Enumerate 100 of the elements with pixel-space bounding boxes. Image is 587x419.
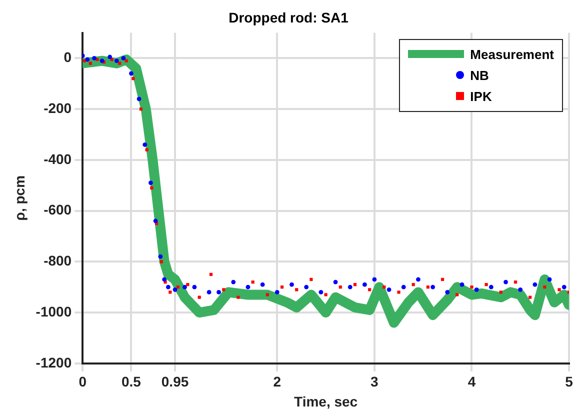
point [121,56,126,60]
point [488,284,494,290]
point [528,296,532,299]
x-tick-label: 4 [468,374,476,390]
point [562,284,566,290]
point [251,280,254,284]
y-tick-label: -800 [44,252,72,269]
point [222,288,226,292]
point [176,286,180,289]
point [460,282,464,287]
point [353,283,357,286]
y-tick-label: -1200 [36,354,72,370]
point [150,186,154,190]
point [85,57,90,62]
point [304,284,309,290]
point [382,286,386,289]
point [82,59,86,62]
y-tick-label: -600 [44,202,72,218]
point [543,286,546,289]
point [186,283,190,286]
point [504,280,508,284]
point [445,290,450,294]
point [547,277,552,282]
x-tick-label: 2 [273,374,282,390]
y-tick-label: 0 [64,49,72,66]
point [172,287,178,292]
y-tick-label: -200 [44,100,72,116]
x-tick-label: 0.95 [161,374,189,390]
point [246,284,250,290]
point [236,296,240,299]
point [108,54,112,60]
point [192,284,197,290]
point [132,77,135,80]
point [386,287,392,292]
x-tick-label: 5 [565,374,574,390]
point [440,278,444,282]
legend-label: IPK [470,88,492,104]
point [162,277,167,282]
point [484,283,488,286]
point [470,286,474,289]
point [338,286,342,289]
point [514,280,518,284]
point [182,284,187,290]
y-tick-label: -400 [44,150,72,167]
point [160,260,163,264]
point [136,96,142,102]
point [92,56,96,60]
point [368,288,372,292]
point [145,148,148,152]
point [274,290,280,294]
point [426,286,430,289]
legend-label: NB [470,68,489,83]
x-tick-label: 0.5 [122,374,142,390]
point [280,286,284,289]
point [118,62,122,65]
point [324,293,328,296]
point [295,288,298,292]
point [260,282,265,287]
point [397,290,400,294]
point [114,58,119,63]
point [124,59,128,62]
point [474,287,479,292]
point [518,287,523,292]
point [142,142,148,147]
point [88,62,92,65]
point [158,254,163,259]
point [333,280,338,284]
point [266,293,269,296]
point [310,278,313,282]
x-tick-label: 3 [370,374,379,390]
y-axis-title: ρ, pcm [11,175,28,221]
x-axis-title: Time, sec [294,393,358,410]
point [231,280,236,284]
point [148,180,153,186]
point [412,283,415,286]
point [362,282,367,287]
point [139,108,143,111]
point [558,288,561,292]
point [216,290,221,294]
point [198,296,201,299]
point [100,58,104,63]
legend-label: Measurement [470,46,554,62]
point [401,284,406,290]
point [499,290,502,294]
point [372,277,377,282]
point [416,277,420,282]
point [153,218,158,224]
point [348,284,352,290]
point [129,71,134,76]
y-tick-label: -1000 [36,303,72,320]
point [168,290,172,294]
point [206,290,212,294]
point [532,282,538,287]
point [166,284,170,290]
point [290,282,294,287]
x-tick-label: 0 [78,374,87,390]
point [456,293,459,296]
point [430,284,436,290]
chart-title: Dropped rod: SA1 [228,9,349,26]
point [209,272,213,276]
